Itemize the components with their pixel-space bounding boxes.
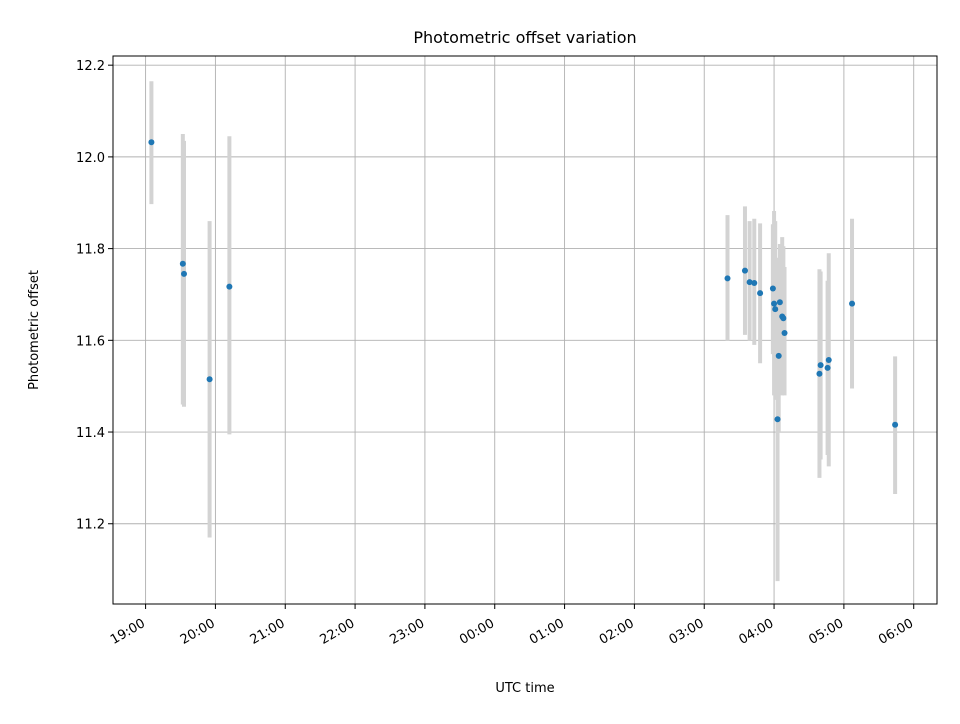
point-layer: [148, 139, 899, 428]
data-point: [148, 139, 155, 146]
data-point: [724, 275, 731, 282]
y-tick-label: 11.8: [76, 243, 105, 258]
y-tick-label: 11.6: [76, 334, 105, 349]
data-point: [769, 285, 776, 292]
data-point: [849, 300, 856, 307]
y-tick-label: 12.0: [76, 151, 105, 166]
data-point: [892, 421, 899, 428]
data-point: [746, 279, 753, 286]
x-axis-label: UTC time: [495, 681, 554, 696]
data-point: [741, 267, 748, 274]
data-point: [781, 329, 788, 336]
y-tick-label: 11.4: [76, 426, 105, 441]
data-point: [180, 270, 187, 277]
plot-area: [113, 56, 937, 604]
data-point: [206, 376, 213, 383]
data-point: [751, 279, 758, 286]
y-tick-label: 12.2: [76, 59, 105, 74]
chart-title: Photometric offset variation: [413, 28, 636, 47]
data-point: [179, 260, 186, 267]
data-point: [771, 300, 778, 307]
data-point: [757, 290, 764, 297]
y-axis-label: Photometric offset: [27, 270, 42, 390]
data-point: [775, 352, 782, 359]
data-point: [776, 299, 783, 306]
data-point: [824, 364, 831, 371]
data-point: [816, 370, 823, 377]
y-axis-ticks: 11.2 11.4 11.6 11.8 12.0 12.2: [76, 59, 113, 533]
plot-frame: [112, 55, 938, 605]
data-point: [774, 416, 781, 423]
y-tick-label: 11.2: [76, 518, 105, 533]
data-point: [825, 357, 832, 364]
data-point: [817, 362, 824, 369]
data-point: [226, 283, 233, 290]
data-point: [772, 306, 779, 313]
data-point: [780, 315, 787, 322]
